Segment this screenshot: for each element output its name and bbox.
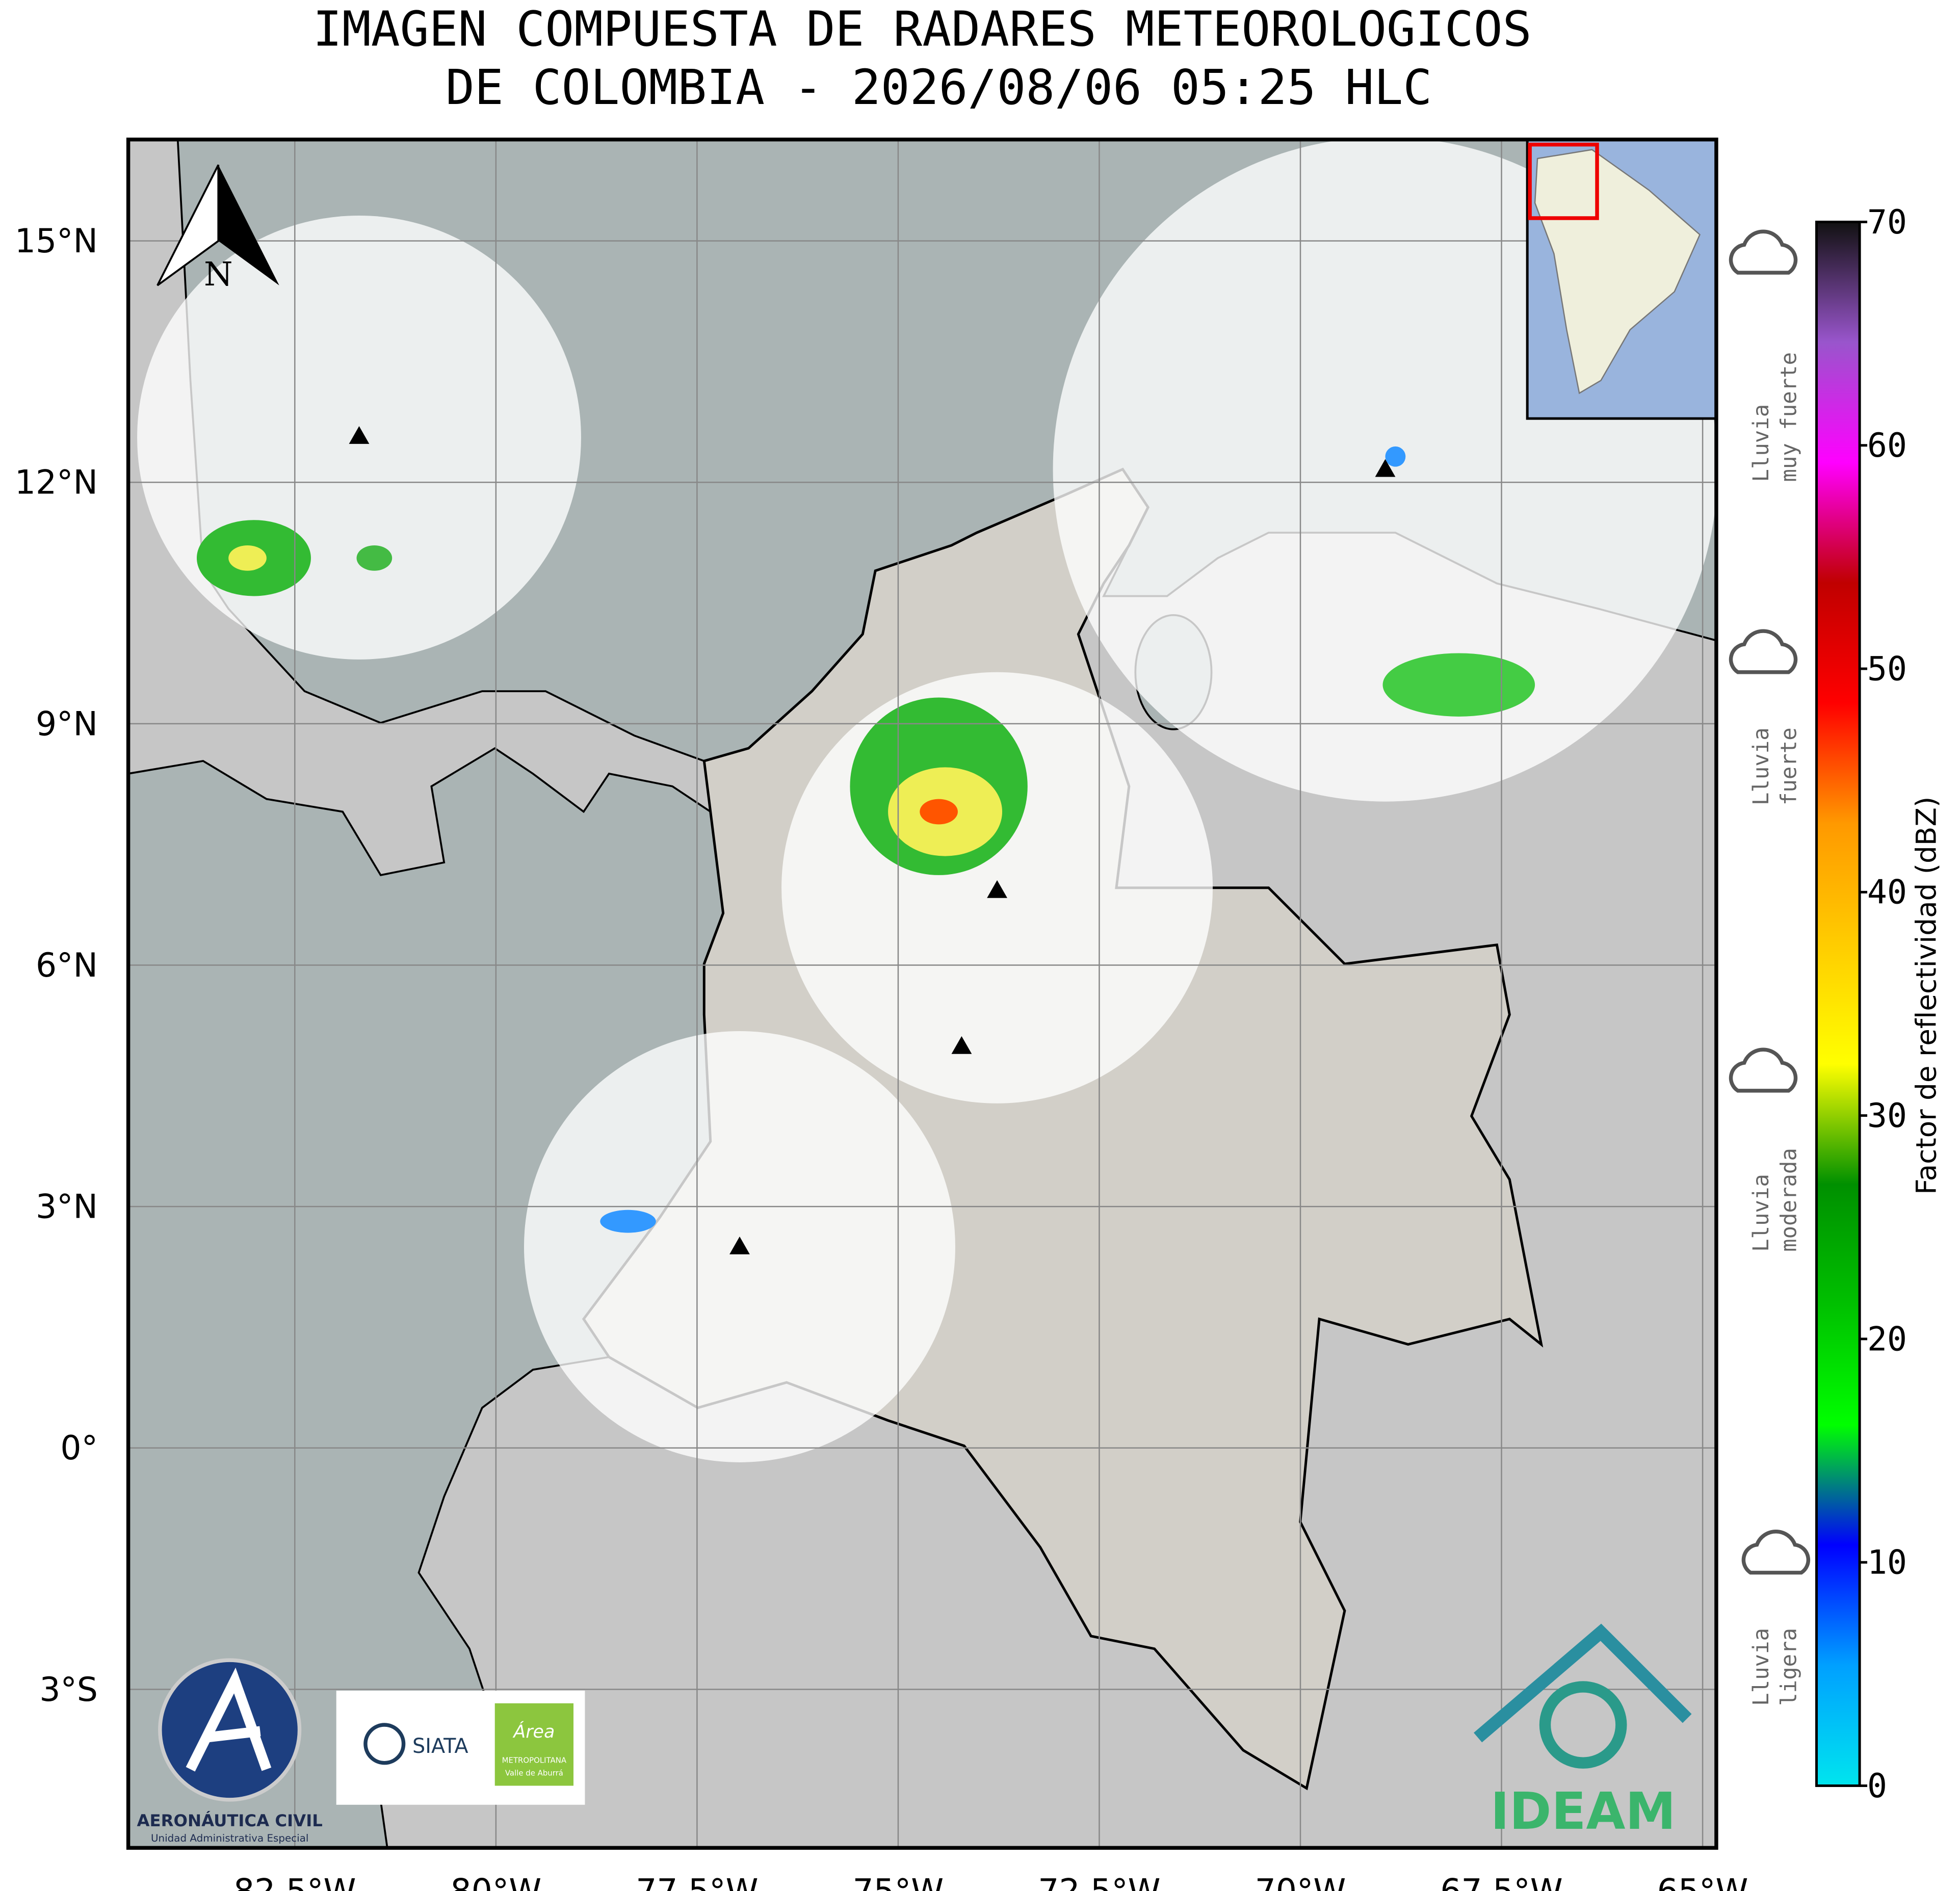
title-line: IMAGEN COMPUESTA DE RADARES METEOROLOGIC… (313, 2, 1532, 58)
x-tick-label: 82.5°W (233, 1872, 356, 1891)
y-tick-label: 3°S (39, 1671, 98, 1709)
y-tick-label: 12°N (15, 464, 98, 502)
x-tick-label: 75°W (853, 1872, 944, 1891)
logo-text: Área (512, 1721, 555, 1742)
rain-classes: Lluvia muy fuerte Lluvia fuerte Lluvia m… (1729, 229, 1811, 1706)
map-frame (126, 137, 1718, 1850)
colorbar-tick-label: 60 (1867, 427, 1907, 465)
rain-label: Lluvia (1748, 404, 1773, 482)
logo-text: METROPOLITANA (502, 1756, 567, 1765)
logo-text: SIATA (412, 1735, 468, 1758)
logo-text: IDEAM (1491, 1782, 1676, 1841)
rain-label: Lluvia (1748, 727, 1773, 805)
colorbar-tick-label: 50 (1867, 650, 1907, 688)
y-tick-label: 9°N (36, 705, 98, 743)
colorbar-tick-label: 0 (1867, 1767, 1887, 1805)
rain-label: Lluvia (1748, 1628, 1773, 1706)
rain-label: moderada (1776, 1148, 1801, 1252)
y-tick-label: 0° (60, 1429, 98, 1467)
title-line: DE COLOMBIA - 2026/08/06 05:25 HLC (446, 60, 1432, 116)
colorbar-tick-label: 10 (1867, 1544, 1907, 1582)
colorbar-tick-label: 40 (1867, 874, 1907, 912)
y-tick-label: 6°N (36, 947, 98, 985)
echoes (196, 446, 1535, 1233)
logo-text: Valle de Aburrá (505, 1769, 563, 1778)
logo-text: Unidad Administrativa Especial (151, 1832, 308, 1844)
colorbar-tick-label: 20 (1867, 1320, 1907, 1358)
rain-label: fuerte (1776, 727, 1801, 805)
logos: AERONÁUTICA CIVIL Unidad Administrativa … (137, 1623, 1692, 1844)
x-tick-label: 70°W (1255, 1872, 1346, 1891)
x-tick-label: 65°W (1657, 1872, 1748, 1891)
map: N AERONÁUTICA CIVIL Unidad Administrativ… (128, 139, 1716, 1848)
north-label: N (204, 255, 233, 294)
y-tick-label: 3°N (36, 1188, 98, 1226)
rain-label: muy fuerte (1776, 352, 1801, 482)
colorbar-label: Factor de reflectividad (dBZ) (1910, 797, 1942, 1195)
logo-text: AERONÁUTICA CIVIL (137, 1811, 323, 1830)
x-tick-label: 72.5°W (1038, 1872, 1160, 1891)
colorbar-tick-label: 70 (1867, 203, 1907, 242)
x-tick-label: 77.5°W (636, 1872, 758, 1891)
grid (128, 139, 1716, 1848)
x-tick-label: 80°W (451, 1872, 542, 1891)
y-tick-label: 15°N (15, 222, 98, 260)
colorbar (1815, 220, 1861, 1787)
radar-sites (349, 426, 1396, 1254)
colorbar-tick-label: 30 (1867, 1097, 1907, 1135)
inset (1526, 139, 1716, 420)
rain-label: Lluvia (1748, 1174, 1773, 1252)
x-tick-label: 67.5°W (1440, 1872, 1562, 1891)
rain-label: ligera (1776, 1628, 1801, 1706)
